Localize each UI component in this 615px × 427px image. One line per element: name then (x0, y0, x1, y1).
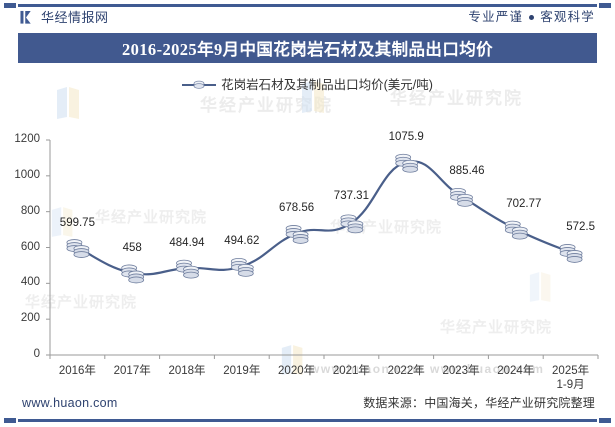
x-axis-tick-label-line1: 2017年 (113, 365, 151, 377)
page-title: 2016-2025年9月中国花岗岩石材及其制品出口均价 (121, 40, 494, 59)
coin-stack-icon (66, 239, 90, 258)
footer: www.huaon.com 数据来源：中国海关，华经产业研究院整理 (0, 392, 615, 427)
y-axis-tick-label: 1000 (14, 168, 40, 181)
top-divider (4, 3, 611, 8)
slogan-left-text: 专业严谨 (468, 10, 524, 24)
slogan: 专业严谨 客观科学 (468, 11, 595, 24)
x-axis-tick-label-line2: 1-9月 (556, 379, 585, 392)
x-axis-tick-label: 2017年 (105, 364, 160, 378)
brand-name: 华经情报网 (41, 10, 109, 25)
x-axis-tick-label-line1: 2023年 (442, 365, 480, 377)
x-axis-tick-label-line1: 2018年 (168, 365, 206, 377)
x-axis-tick-label-line1: 2020年 (278, 365, 316, 377)
y-axis-tick-label: 400 (20, 276, 40, 289)
x-axis-tick-label-line1: 2025年 (552, 365, 590, 377)
y-axis-tick-label: 0 (33, 348, 40, 360)
coin-stack-icon (176, 259, 199, 279)
data-point-label: 1075.9 (388, 131, 424, 144)
huaon-logo-icon (20, 10, 31, 24)
chart-series-layer (66, 153, 583, 284)
coin-stack-icon (504, 220, 528, 240)
x-axis-tick-label-line1: 2021年 (332, 365, 370, 377)
coin-stack-icon (121, 264, 145, 284)
x-axis-tick-label-line1: 2016年 (58, 365, 96, 377)
x-axis-tick-label: 2025年 1-9月 (543, 364, 598, 393)
legend-label: 花岗岩石材及其制品出口均价(美元/吨) (221, 78, 433, 92)
x-axis-tick-label: 2022年 (379, 364, 434, 378)
footer-data-source: 数据来源：中国海关，华经产业研究院整理 (363, 396, 595, 410)
x-axis-tick-label: 2021年 (324, 364, 379, 378)
x-axis-tick-label: 2016年 (50, 364, 105, 378)
coin-stack-icon (230, 257, 254, 277)
bottom-divider (4, 418, 611, 423)
bullet-dot-icon (529, 14, 535, 20)
chart-axes (46, 139, 599, 359)
data-point-label: 572.5 (566, 221, 595, 234)
y-axis-tick-label: 1200 (14, 133, 40, 145)
x-axis-tick-label-line1: 2019年 (223, 365, 261, 377)
chart-container: 华经产业研究院 华经产业研究院 华经产业研究院 华经产业研究院 华经产业研究院 … (0, 66, 615, 391)
data-point-label: 494.62 (224, 235, 260, 248)
brand-logo: 华经情报网 (20, 10, 109, 25)
brand-bar: 华经情报网 专业严谨 客观科学 (0, 8, 615, 32)
x-axis-tick-label-line1: 2022年 (387, 365, 425, 377)
data-point-label: 484.94 (169, 237, 205, 250)
footer-website-link[interactable]: www.huaon.com (22, 396, 118, 410)
y-axis-tick-label: 200 (20, 312, 40, 325)
x-axis-tick-label: 2018年 (160, 364, 215, 378)
chart-legend: 花岗岩石材及其制品出口均价(美元/吨) (0, 79, 615, 92)
series-line (76, 160, 572, 276)
plot-svg (46, 139, 599, 359)
data-point-label: 458 (122, 241, 142, 254)
title-band: 2016-2025年9月中国花岗岩石材及其制品出口均价 (18, 33, 597, 63)
coin-stack-icon (395, 153, 419, 173)
coin-stack-icon (340, 214, 364, 234)
data-point-label: 702.77 (506, 198, 542, 211)
slogan-right-text: 客观科学 (540, 10, 595, 24)
coin-stack-icon (450, 187, 473, 207)
coin-stack-icon (285, 225, 309, 244)
y-axis-tick-label: 800 (20, 204, 40, 217)
x-axis-tick-label: 2019年 (214, 364, 269, 378)
coin-stack-icon (559, 244, 583, 263)
data-point-label: 737.31 (333, 189, 369, 202)
x-axis-tick-label: 2023年 (434, 364, 489, 378)
y-axis-tick-label: 600 (20, 240, 40, 253)
x-axis-tick-label: 2020年 (269, 364, 324, 378)
legend-line-icon (182, 80, 217, 90)
data-point-label: 678.56 (278, 202, 315, 215)
x-axis-tick-label-line1: 2024年 (497, 365, 535, 377)
data-point-label: 885.46 (449, 165, 485, 178)
data-point-label: 599.75 (59, 216, 95, 229)
x-axis-tick-label: 2024年 (488, 364, 543, 378)
